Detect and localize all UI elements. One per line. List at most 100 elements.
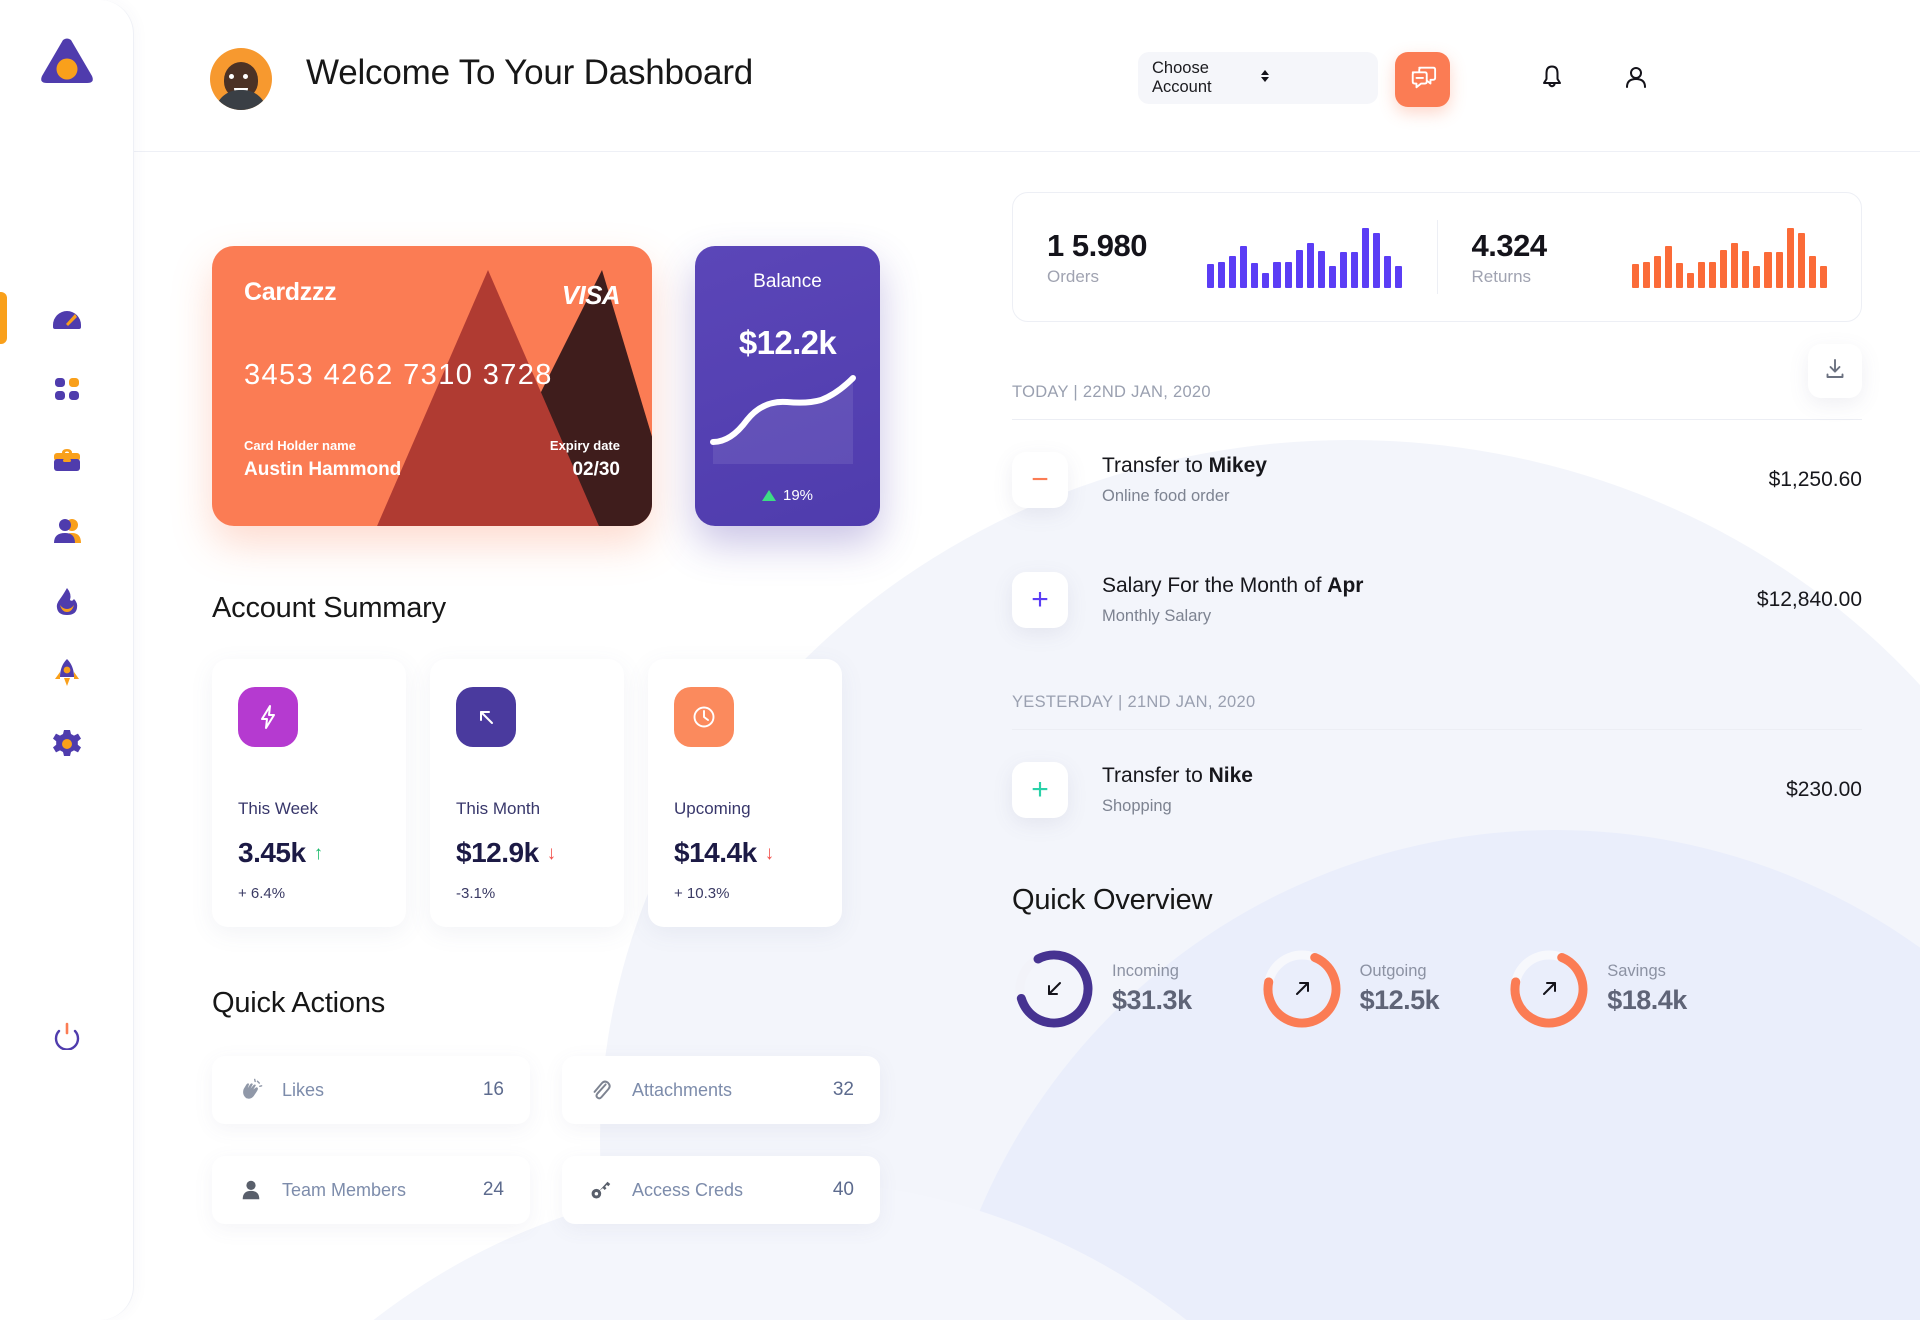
bar — [1653, 255, 1661, 288]
arrow-down-left-icon — [1012, 947, 1096, 1031]
paperclip-icon — [588, 1078, 614, 1102]
outgoing-text: Outgoing $12.5k — [1360, 962, 1440, 1016]
quick-overview-label: Outgoing — [1359, 962, 1427, 980]
messages-button[interactable] — [1395, 52, 1450, 107]
transaction-subtitle: Monthly Salary — [1102, 607, 1212, 625]
speedometer-icon — [50, 301, 84, 335]
stat-orders-value: 1 5.980 — [1047, 227, 1147, 263]
power-icon[interactable] — [52, 1020, 82, 1051]
chevron-updown-icon — [1258, 67, 1364, 90]
sidebar-item-dashboard[interactable] — [0, 282, 134, 353]
users-icon — [50, 514, 84, 548]
transaction-date-label: TODAY | 22ND JAN, 2020 — [1012, 383, 1211, 401]
transaction-main: Salary For the Month of Apr Monthly Sala… — [1102, 574, 1757, 626]
quick-action-attachments[interactable]: Attachments 32 — [562, 1056, 880, 1124]
quick-action-count: 24 — [482, 1179, 504, 1200]
summary-label: Upcoming — [674, 799, 751, 818]
bar — [1786, 227, 1794, 288]
top-header: Welcome To Your Dashboard Choose Account — [134, 0, 1920, 152]
stat-returns-label: Returns — [1471, 266, 1532, 286]
plus-icon: + — [1012, 762, 1068, 818]
arrow-up-left-icon — [456, 687, 516, 747]
stat-orders-text: 1 5.980 Orders — [1047, 228, 1207, 287]
sidebar-nav — [0, 282, 134, 779]
bar — [1384, 255, 1392, 288]
profile-button[interactable] — [1614, 57, 1658, 101]
summary-card-this-month[interactable]: This Month $12.9k ↓ -3.1% — [430, 659, 624, 927]
transaction-row[interactable]: + Salary For the Month of Apr Monthly Sa… — [1012, 540, 1862, 660]
summary-value: $12.9k — [456, 837, 539, 868]
download-button[interactable] — [1808, 344, 1862, 398]
summary-percent: -3.1% — [456, 885, 496, 902]
active-indicator — [0, 647, 7, 699]
sidebar-item-trending[interactable] — [0, 566, 134, 637]
incoming-donut-chart — [1012, 947, 1096, 1031]
balance-card[interactable]: Balance $12.2k 19% — [695, 246, 880, 526]
avatar[interactable] — [210, 48, 272, 110]
account-summary-title: Account Summary — [212, 592, 446, 624]
gear-icon — [50, 727, 84, 761]
incoming-text: Incoming $31.3k — [1112, 962, 1192, 1016]
bar — [1218, 261, 1226, 288]
transaction-row[interactable]: − Transfer to Mikey Online food order $1… — [1012, 420, 1862, 540]
summary-value-row: $14.4k ↓ — [674, 837, 774, 869]
notifications-button[interactable] — [1530, 57, 1574, 101]
sidebar-item-launch[interactable] — [0, 637, 134, 708]
credit-card[interactable]: Cardzzz VISA 3453 4262 7310 3728 Card Ho… — [212, 246, 652, 526]
transaction-group-header-today: TODAY | 22ND JAN, 2020 — [1012, 344, 1862, 420]
bar — [1797, 233, 1805, 288]
quick-action-count: 16 — [482, 1079, 504, 1100]
transaction-amount: $230.00 — [1786, 778, 1862, 801]
quick-overview-outgoing[interactable]: Outgoing $12.5k — [1260, 947, 1440, 1031]
cards-row: Cardzzz VISA 3453 4262 7310 3728 Card Ho… — [212, 246, 892, 526]
page-title: Welcome To Your Dashboard — [306, 53, 754, 92]
bar — [1664, 245, 1672, 288]
stat-returns-text: 4.324 Returns — [1472, 228, 1632, 287]
transaction-row[interactable]: + Transfer to Nike Shopping $230.00 — [1012, 730, 1862, 850]
returns-bar-chart — [1631, 226, 1828, 288]
bar — [1742, 250, 1750, 288]
quick-overview-savings[interactable]: Savings $18.4k — [1507, 947, 1687, 1031]
summary-percent: + 6.4% — [238, 885, 286, 902]
bar — [1753, 265, 1761, 288]
quick-overview-title: Quick Overview — [1012, 884, 1213, 916]
sidebar-item-contacts[interactable] — [0, 495, 134, 566]
summary-card-upcoming[interactable]: Upcoming $14.4k ↓ + 10.3% — [648, 659, 842, 927]
bar — [1240, 245, 1248, 288]
bar — [1731, 243, 1739, 288]
minus-icon: − — [1012, 452, 1068, 508]
quick-action-likes[interactable]: Likes 16 — [212, 1056, 530, 1124]
summary-percent: + 10.3% — [674, 885, 730, 902]
bar — [1251, 262, 1259, 288]
trend-down-icon: ↓ — [764, 842, 775, 864]
transaction-main: Transfer to Nike Shopping — [1102, 764, 1786, 816]
quick-action-access-creds[interactable]: Access Creds 40 — [562, 1156, 880, 1224]
quick-overview-incoming[interactable]: Incoming $31.3k — [1012, 947, 1192, 1031]
sidebar-item-settings[interactable] — [0, 708, 134, 779]
user-icon — [1622, 63, 1650, 96]
sidebar-item-work[interactable] — [0, 424, 134, 495]
stats-panel: 1 5.980 Orders 4.324 Returns — [1012, 192, 1862, 322]
sidebar — [0, 0, 134, 1320]
quick-action-team-members[interactable]: Team Members 24 — [212, 1156, 530, 1224]
savings-donut-chart — [1507, 947, 1591, 1031]
quick-overview-label: Incoming — [1112, 962, 1179, 980]
visa-logo: VISA — [561, 280, 621, 310]
transaction-amount: $12,840.00 — [1756, 588, 1862, 611]
quick-overview-label: Savings — [1607, 962, 1666, 980]
bar — [1819, 265, 1827, 288]
rocket-icon — [50, 656, 84, 690]
bar — [1642, 261, 1650, 288]
app-logo-icon[interactable] — [38, 36, 96, 88]
orders-bar-chart — [1207, 226, 1403, 288]
quick-action-label: Attachments — [632, 1079, 733, 1100]
sidebar-item-apps[interactable] — [0, 353, 134, 424]
account-select[interactable]: Choose Account — [1138, 52, 1378, 104]
summary-value-row: $12.9k ↓ — [456, 837, 556, 869]
bar — [1229, 255, 1237, 288]
bar — [1284, 261, 1292, 288]
download-icon — [1823, 357, 1847, 386]
bar — [1306, 243, 1314, 288]
summary-card-this-week[interactable]: This Week 3.45k ↑ + 6.4% — [212, 659, 406, 927]
quick-action-label: Team Members — [282, 1179, 407, 1200]
